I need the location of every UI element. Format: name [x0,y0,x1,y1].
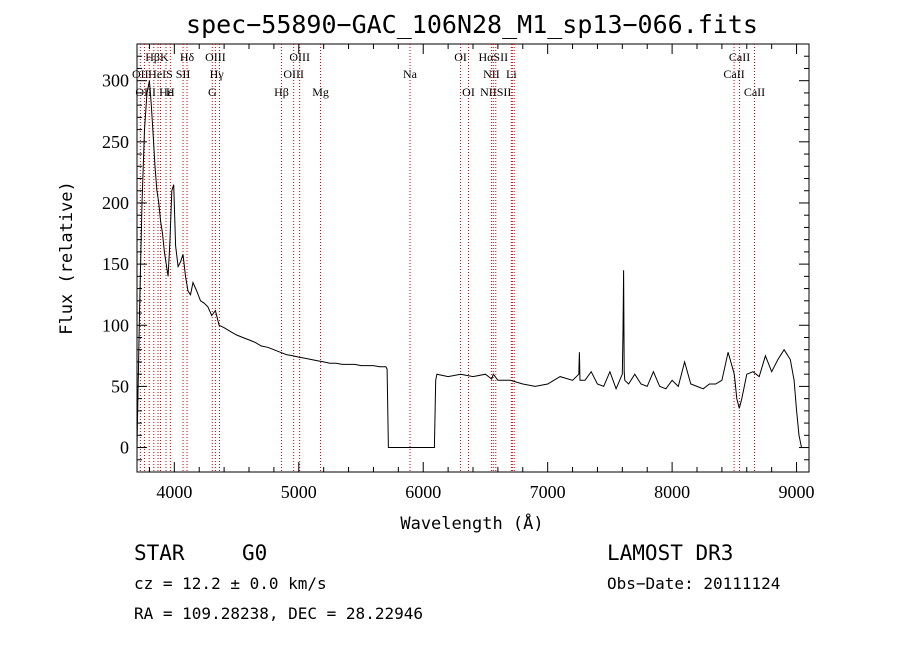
marker-label-11: OIII [289,50,310,64]
marker-label-1: OII [132,67,149,81]
marker-label-7: SII [176,67,191,81]
marker-label-5: H [166,85,175,99]
emission-line-labels: HβK OII OIII HeIS HεH Hδ SII OIII Hγ G OIII OIII Hβ M… [132,50,765,99]
x-tick-label: 4000 [156,482,192,502]
y-tick-label: 200 [102,193,129,213]
y-tick-label: 250 [102,132,129,152]
coordinates: RA = 109.28238, DEC = 28.22946 [134,604,423,623]
marker-label-10: G [208,85,217,99]
redshift-info: cz = 12.2 ± 0.0 km/s [134,574,327,593]
y-tick-label: 100 [102,315,129,335]
x-tick-label: 7000 [530,482,566,502]
y-axis-label: Flux (relative) [57,181,77,335]
marker-label-6: Hδ [180,50,195,64]
plot-frame [136,43,810,473]
y-tick-label: 150 [102,254,129,274]
marker-label-20: Li [506,67,517,81]
marker-label-23: CaII [723,67,744,81]
marker-label-8: OIII [205,50,226,64]
marker-label-22: CaII [729,50,750,64]
object-subclass: G0 [242,541,267,565]
x-tick-label: 5000 [281,482,317,502]
plot-area: HβK OII OIII HeIS HεH Hδ SII OIII Hγ G OIII OIII Hβ M… [102,43,815,502]
marker-label-0: HβK [145,50,169,64]
x-axis-label: Wavelength (Å) [400,512,543,534]
x-tick-label: 8000 [654,482,690,502]
marker-label-13: Hβ [274,85,289,99]
object-class: STAR [134,541,185,565]
marker-label-12: OIII [283,67,304,81]
y-tick-label: 300 [102,71,129,91]
marker-label-15: Na [403,67,418,81]
marker-label-19: NII [483,67,500,81]
chart-title: spec−55890−GAC_106N28_M1_sp13−066.fits [186,10,758,39]
marker-label-2: OIII [135,85,156,99]
marker-label-9: Hγ [210,67,225,81]
y-tick-label: 50 [111,376,129,396]
x-tick-label: 9000 [779,482,815,502]
y-tick-label: 0 [120,438,129,458]
axis-ticks: 4000 5000 6000 7000 8000 9000 0 50 100 150 200 250 3… [102,44,815,502]
x-tick-label: 6000 [405,482,441,502]
marker-label-18: HαSII [478,50,508,64]
spectrum-series-line [136,80,802,448]
emission-line-markers [139,44,755,472]
marker-label-17: OI [462,85,475,99]
marker-label-16: OI [454,50,467,64]
marker-label-21: NIISII [480,85,511,99]
marker-label-24: CaII [744,85,765,99]
marker-label-3: HeIS [148,67,173,81]
obs-date: Obs−Date: 20111124 [607,574,780,593]
survey-name: LAMOST DR3 [607,541,733,565]
marker-label-14: Mg [312,85,329,99]
marker-label-4: Hε [159,85,173,99]
